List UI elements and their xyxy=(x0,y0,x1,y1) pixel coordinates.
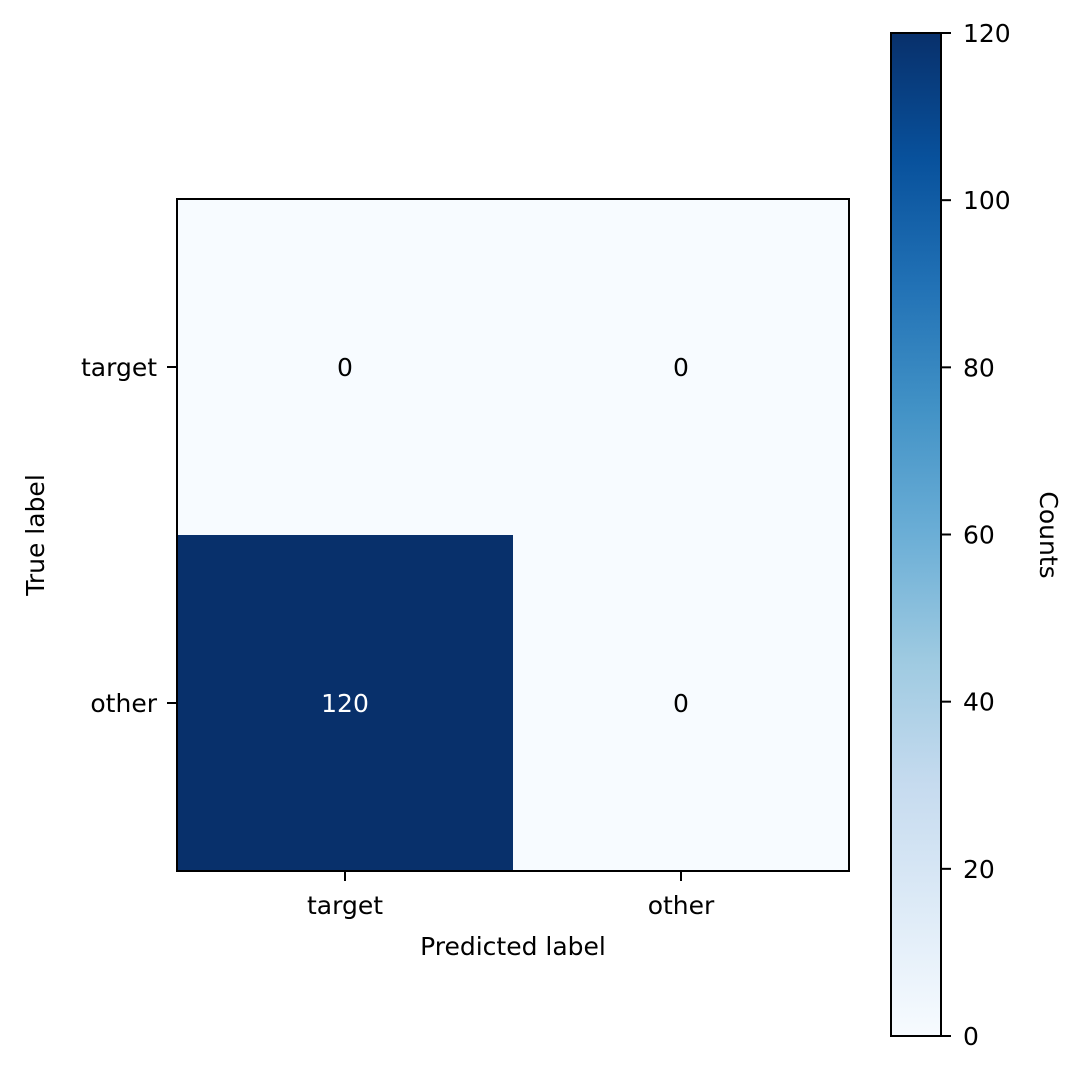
plot-frame xyxy=(176,198,850,872)
x-tick-label: other xyxy=(648,891,715,920)
x-tick-label: target xyxy=(307,891,383,920)
colorbar-tick-label: 80 xyxy=(963,353,995,382)
colorbar-tick-label: 100 xyxy=(963,186,1011,215)
colorbar-tick-label: 40 xyxy=(963,688,995,717)
heatmap-cells xyxy=(177,199,849,871)
colorbar-tick-label: 120 xyxy=(963,19,1011,48)
y-axis-ticks: target other xyxy=(81,353,177,718)
y-tick-label: other xyxy=(90,689,157,718)
heatmap-cell xyxy=(177,199,513,535)
cell-value-label: 0 xyxy=(673,689,689,718)
heatmap-cell-labels: 0 0 120 0 xyxy=(321,353,689,718)
heatmap-cell xyxy=(177,535,513,871)
y-tick-label: target xyxy=(81,353,157,382)
colorbar-tick-label: 0 xyxy=(963,1022,979,1051)
cell-value-label: 0 xyxy=(337,353,353,382)
x-axis-ticks: target other xyxy=(307,871,715,920)
y-axis-label: True label xyxy=(21,474,50,597)
cell-value-label: 120 xyxy=(321,689,369,718)
colorbar-tick-label: 60 xyxy=(963,521,995,550)
x-axis-label: Predicted label xyxy=(420,932,606,961)
cell-value-label: 0 xyxy=(673,353,689,382)
heatmap-cell xyxy=(513,535,849,871)
colorbar-tick-label: 20 xyxy=(963,855,995,884)
colorbar-label: Counts xyxy=(1034,491,1063,578)
colorbar xyxy=(890,32,942,1037)
colorbar-ticks: 0 20 40 60 80 100 120 xyxy=(941,19,1011,1051)
heatmap-cell xyxy=(513,199,849,535)
